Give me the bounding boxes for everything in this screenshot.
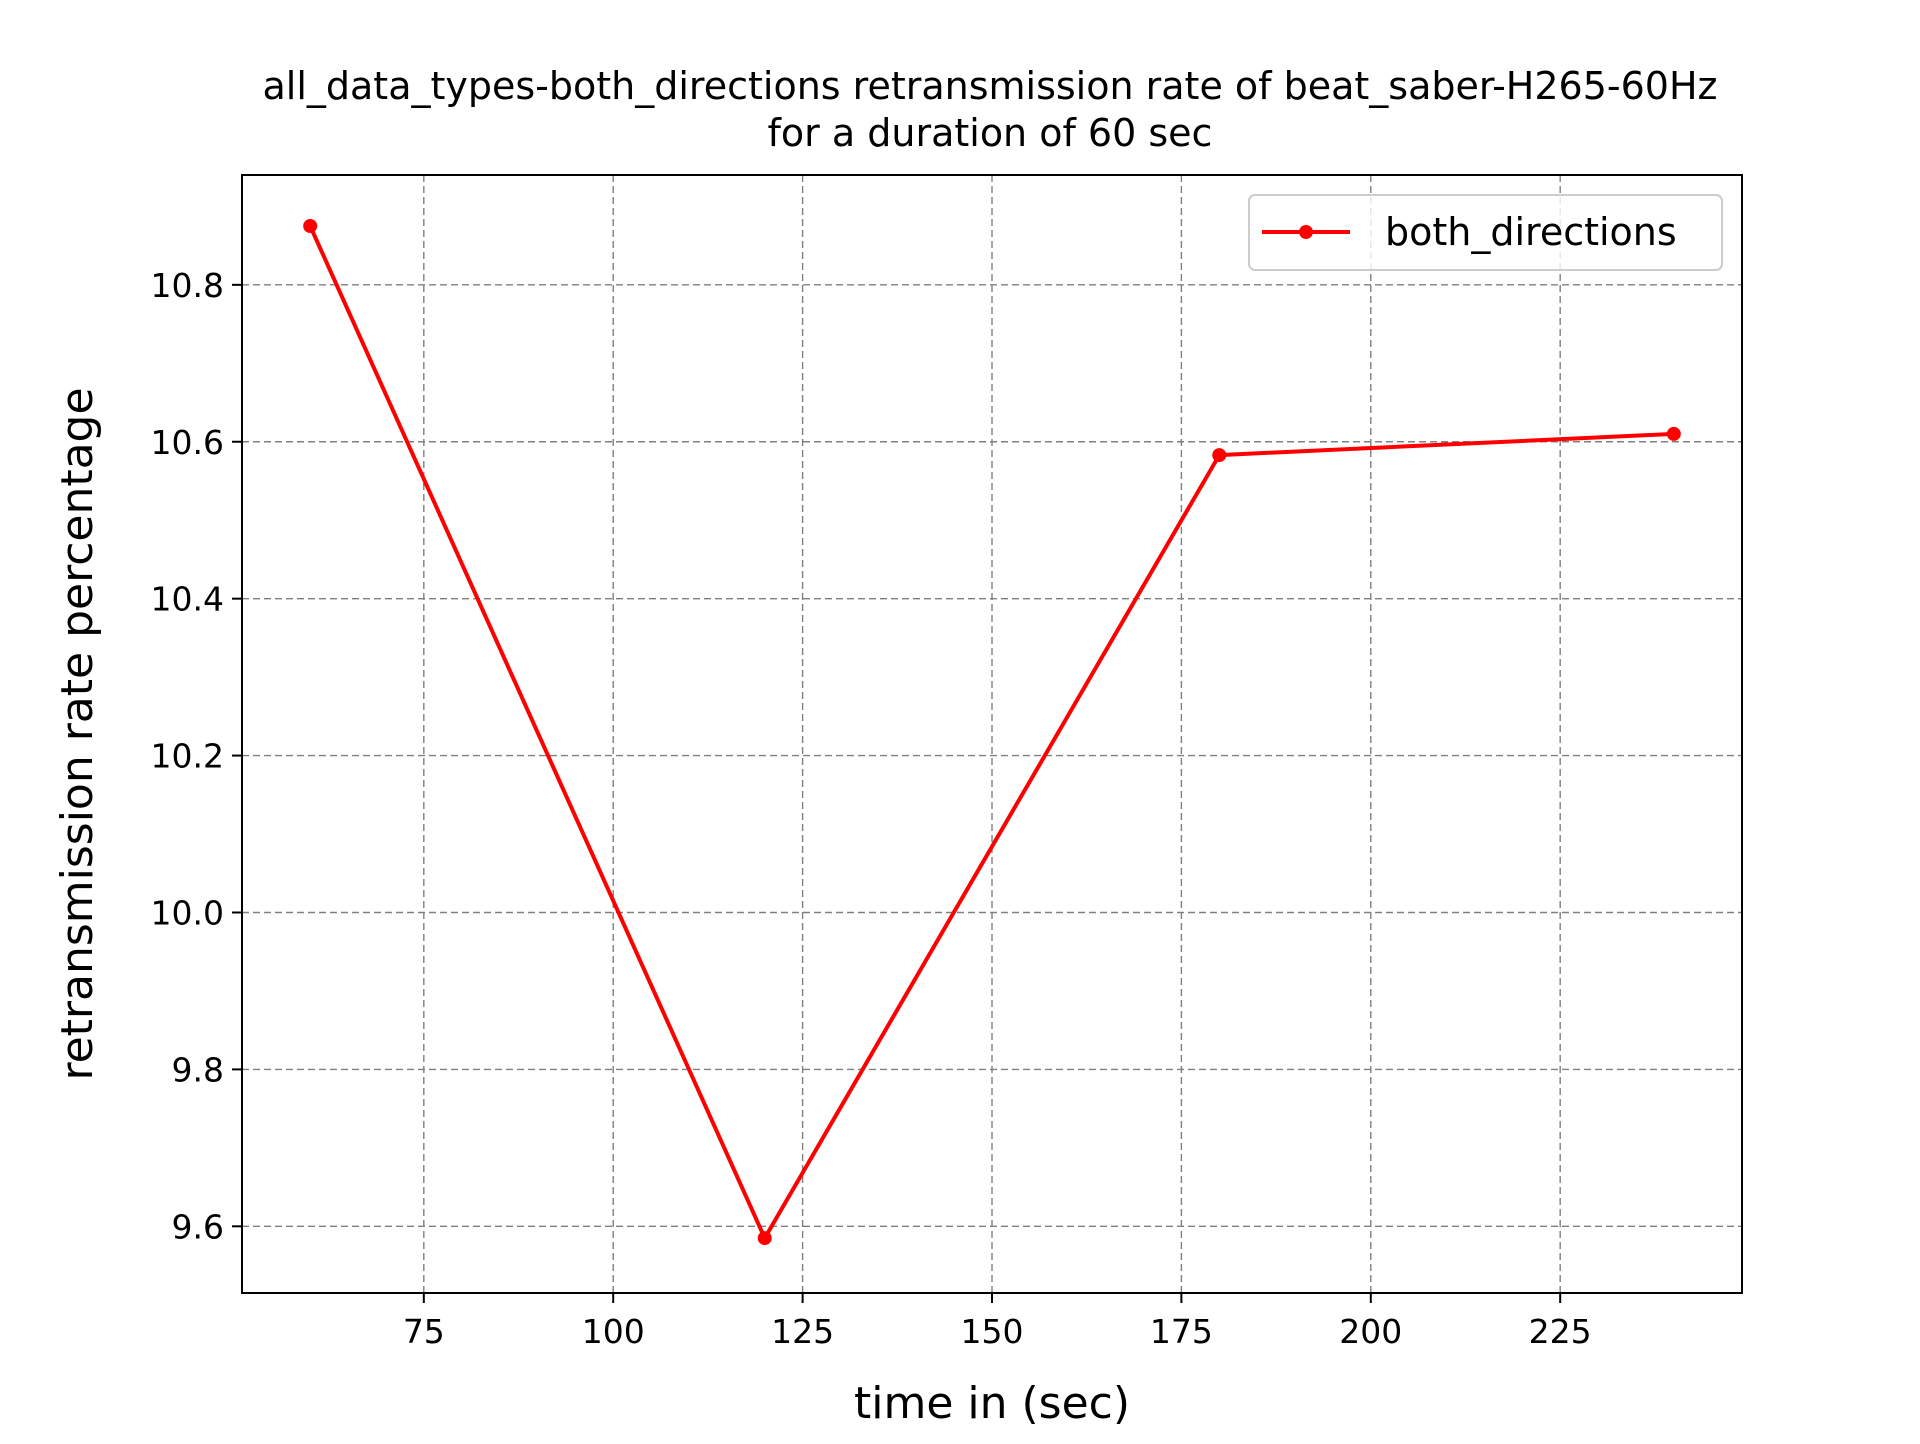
legend-box: [1248, 194, 1723, 271]
series-line-both-directions: [308, 225, 1674, 1241]
y-tick-label: 9.8: [172, 1050, 224, 1089]
x-tick-label: 125: [771, 1312, 834, 1351]
chart-title-line-1: all_data_types-both_directions retransmi…: [263, 64, 1718, 108]
chart-title-line-2: for a duration of 60 sec: [768, 111, 1213, 155]
x-axis-label: time in (sec): [854, 1378, 1130, 1429]
legend-label-both-directions: both_directions: [1385, 210, 1677, 254]
data-point: [757, 1231, 772, 1246]
legend-marker-sample: [1299, 225, 1313, 239]
data-point: [303, 218, 318, 233]
x-tick-label: 175: [1150, 1312, 1213, 1351]
y-tick-label: 10.4: [151, 580, 224, 619]
x-tick-label: 200: [1339, 1312, 1402, 1351]
legend: both_directions: [1248, 194, 1723, 271]
data-point: [1666, 426, 1681, 441]
data-point: [1212, 448, 1227, 463]
y-tick-label: 9.6: [172, 1207, 224, 1246]
series-layer: [303, 218, 1681, 1246]
x-tick-label: 75: [403, 1312, 445, 1351]
y-tick-label: 10.2: [151, 737, 224, 776]
x-tick-label: 100: [582, 1312, 645, 1351]
axis-ticks: 75 100 125 150 175 200 225 9.6 9.8 10.0 10.2 10.4 10…: [151, 266, 1592, 1351]
y-tick-label: 10.6: [151, 423, 224, 462]
x-tick-label: 150: [961, 1312, 1024, 1351]
x-tick-label: 225: [1529, 1312, 1592, 1351]
plot-area-frame: [241, 174, 1743, 1294]
y-axis-label: retransmission rate percentage: [52, 387, 103, 1080]
grid-lines: [242, 175, 1742, 1293]
y-tick-label: 10.8: [151, 266, 224, 305]
y-tick-label: 10.0: [151, 893, 224, 932]
